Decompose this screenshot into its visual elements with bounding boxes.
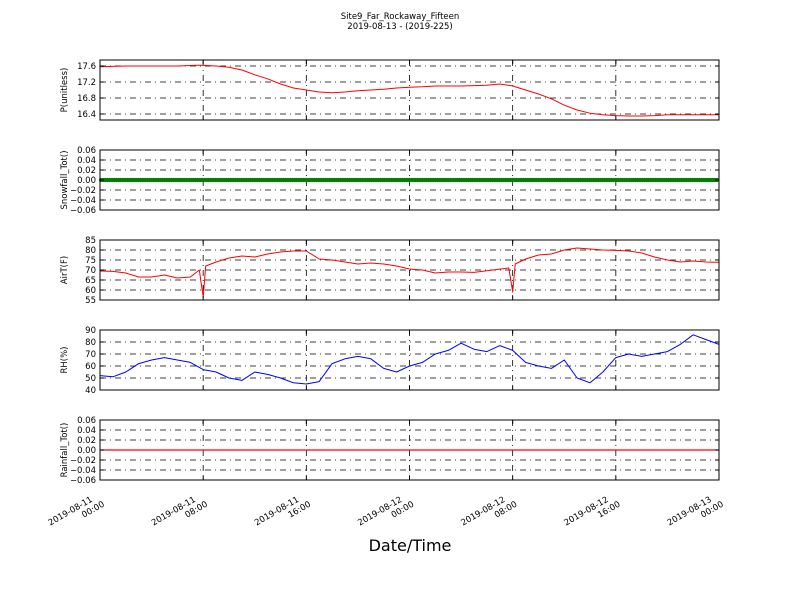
x-tick-label: 2019-08-1108:00 xyxy=(150,491,210,537)
y-tick-label: −0.04 xyxy=(70,196,96,206)
subplot-1: 16.4 16.8 17.2 17.6 P(unitless) xyxy=(60,59,720,121)
x-tick-label: 2019-08-1200:00 xyxy=(356,491,416,537)
y-tick-label: 0.04 xyxy=(77,426,96,436)
y-tick-label: 90 xyxy=(85,326,96,336)
y-tick-label: 0.00 xyxy=(77,446,96,456)
series-line xyxy=(99,334,720,385)
y-tick-label: 65 xyxy=(85,276,96,286)
series-points xyxy=(98,177,720,183)
y-tick-label: 17.6 xyxy=(77,62,96,72)
x-tick-label: 2019-08-1300:00 xyxy=(666,491,726,537)
subplot-2: −0.06−0.04−0.020.000.020.040.06 Snowfall_… xyxy=(60,146,720,216)
y-tick-label: 80 xyxy=(85,338,96,348)
y-tick-label: 0.02 xyxy=(77,436,96,446)
x-tick-label: 2019-08-1208:00 xyxy=(459,491,519,537)
y-axis-label: RH(%) xyxy=(60,346,70,373)
y-tick-label: −0.04 xyxy=(70,466,96,476)
y-tick-label: 80 xyxy=(85,246,96,256)
x-tick-label: 2019-08-1116:00 xyxy=(253,491,313,537)
y-tick-label: 70 xyxy=(85,350,96,360)
y-axis-label: Snowfall_Tot() xyxy=(60,150,70,209)
y-tick-label: 55 xyxy=(85,296,96,306)
x-axis-label: Date/Time xyxy=(369,536,452,555)
y-axis-label: P(unitless) xyxy=(60,68,70,113)
y-tick-label: 75 xyxy=(85,256,96,266)
y-axis-label: Rainfall_Tot() xyxy=(60,423,70,478)
y-tick-label: −0.02 xyxy=(70,456,96,466)
subplot-4: 40 50 60 70 80 90 RH(%) xyxy=(60,326,720,396)
y-axis-label: AirT(F) xyxy=(60,256,70,284)
y-tick-label: −0.06 xyxy=(70,476,96,486)
y-tick-label: 40 xyxy=(85,386,96,396)
y-tick-label: 60 xyxy=(85,286,96,296)
subplots: 16.416.817.217.6P(unitless)−0.06−0.04−0.… xyxy=(60,59,720,486)
x-tick-label: 2019-08-1100:00 xyxy=(47,491,107,537)
y-tick-label: −0.06 xyxy=(70,206,96,216)
y-tick-label: 0.06 xyxy=(77,416,96,426)
y-tick-label: 85 xyxy=(85,236,96,246)
x-tick-label: 2019-08-1216:00 xyxy=(563,491,623,537)
y-tick-label: 70 xyxy=(85,266,96,276)
subplot-5: −0.06−0.04−0.020.000.020.040.06 Rainfall_… xyxy=(60,416,720,486)
y-tick-label: 16.4 xyxy=(77,110,96,120)
y-tick-label: 17.2 xyxy=(77,78,96,88)
y-tick-label: 0.00 xyxy=(77,176,96,186)
y-tick-label: 50 xyxy=(85,374,96,384)
y-tick-label: 0.02 xyxy=(77,166,96,176)
y-tick-label: 0.06 xyxy=(77,146,96,156)
series-line xyxy=(99,247,720,298)
y-tick-label: 0.04 xyxy=(77,156,96,166)
y-tick-label: 60 xyxy=(85,362,96,372)
y-tick-label: −0.02 xyxy=(70,186,96,196)
figure-title-line1: Site9_Far_Rockaway_Fifteen xyxy=(341,12,460,22)
x-tick-labels: 2019-08-1100:00 2019-08-1108:00 2019-08-11… xyxy=(47,491,726,537)
y-tick-label: 16.8 xyxy=(77,94,96,104)
series-line xyxy=(99,64,719,117)
figure-title-line2: 2019-08-13 - (2019-225) xyxy=(347,22,452,32)
